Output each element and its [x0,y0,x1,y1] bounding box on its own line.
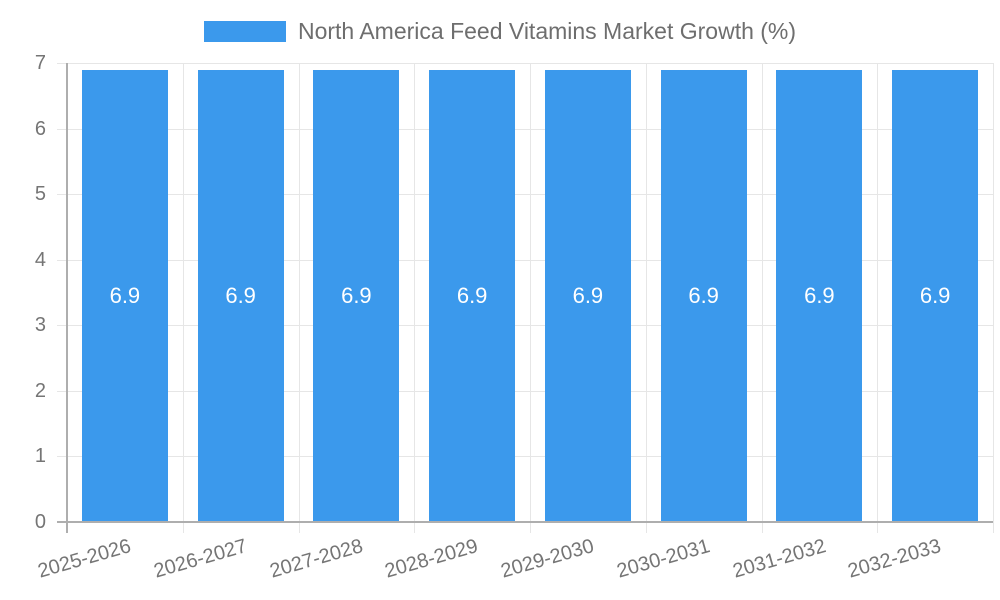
bar-value-label: 6.9 [225,282,256,308]
bar[interactable] [660,69,747,522]
y-axis-tick-label: 5 [34,183,46,206]
x-gridline [530,63,531,533]
y-gridline [57,456,993,458]
y-gridline [57,128,993,130]
y-axis-tick-label: 2 [34,379,46,402]
bar[interactable] [544,69,631,522]
bar[interactable] [313,69,400,522]
x-gridline [298,63,300,533]
bar-value-label: 6.9 [572,282,604,308]
legend-label: North America Feed Vitamins Market Growt… [297,18,797,44]
x-axis-tick-label: 2029-2030 [498,535,597,583]
x-gridline [182,63,184,533]
bar-value-label: 6.9 [688,282,719,308]
x-gridline [993,63,994,533]
bar[interactable] [197,69,284,522]
x-axis-tick-label: 2031-2032 [730,535,829,583]
bar[interactable] [776,69,863,522]
x-axis-tick-label: 2028-2029 [382,535,481,583]
bar[interactable] [81,69,168,522]
bar-value-label: 6.9 [341,282,372,308]
x-axis-tick-label: 2032-2033 [845,535,944,583]
x-axis-tick-label: 2027-2028 [267,535,366,583]
bar-value-label: 6.9 [109,282,141,308]
legend-swatch-icon [203,21,286,42]
bar-value-label: 6.9 [919,282,951,308]
x-axis-tick-label: 2025-2026 [35,535,134,583]
y-gridline [57,63,993,64]
x-gridline [877,63,879,533]
bar-value-label: 6.9 [804,282,835,308]
y-axis-tick-label: 7 [34,52,46,74]
y-axis-tick-label: 0 [34,511,46,533]
y-axis-tick-label: 1 [34,445,46,468]
y-gridline [57,194,993,196]
y-axis-line [66,63,68,533]
x-axis-line [57,521,993,523]
legend-item[interactable]: North America Feed Vitamins Market Growt… [203,18,797,44]
x-axis-tick-label: 2026-2027 [151,535,250,583]
y-gridline [57,325,993,327]
y-axis-tick-label: 4 [34,248,46,271]
plot-area: 6.9 6.9 6.9 6.9 6.9 6.9 6.9 6.9 [57,63,994,533]
x-gridline [414,63,416,533]
x-gridline [761,63,763,533]
y-axis-tick-label: 3 [34,314,46,337]
bar[interactable] [429,69,516,522]
y-gridline [57,390,993,392]
y-axis-tick-label: 6 [34,117,46,140]
x-axis-tick-label: 2030-2031 [614,535,713,583]
x-gridline [645,63,647,533]
legend: North America Feed Vitamins Market Growt… [0,20,1000,43]
bar[interactable] [892,69,979,522]
y-gridline [57,259,993,261]
bar-value-label: 6.9 [456,282,488,308]
